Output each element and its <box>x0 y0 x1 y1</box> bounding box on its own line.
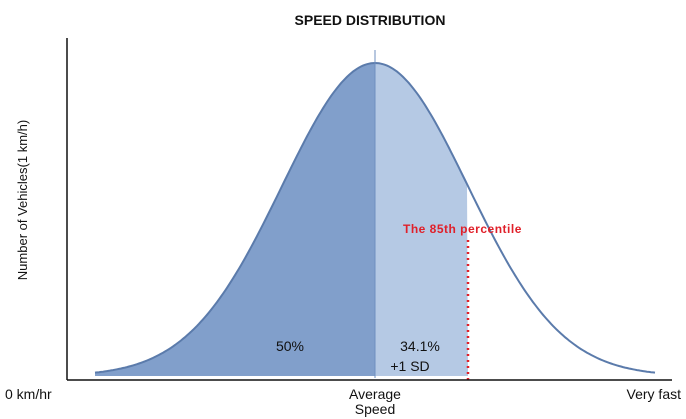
y-axis-label: Number of Vehicles(1 km/h) <box>15 120 30 280</box>
left-region <box>95 63 375 376</box>
x-label: Very fast <box>627 386 682 402</box>
left-region-label: 50% <box>276 338 304 354</box>
x-label: Average <box>349 386 401 402</box>
right-region <box>375 63 468 376</box>
x-label: 0 km/hr <box>5 386 52 402</box>
x-label: Speed <box>355 401 395 417</box>
right-region-label: +1 SD <box>390 358 429 374</box>
right-region-label: 34.1% <box>400 338 440 354</box>
title: SPEED DISTRIBUTION <box>295 12 446 28</box>
annotation: The 85th percentile <box>403 222 522 236</box>
